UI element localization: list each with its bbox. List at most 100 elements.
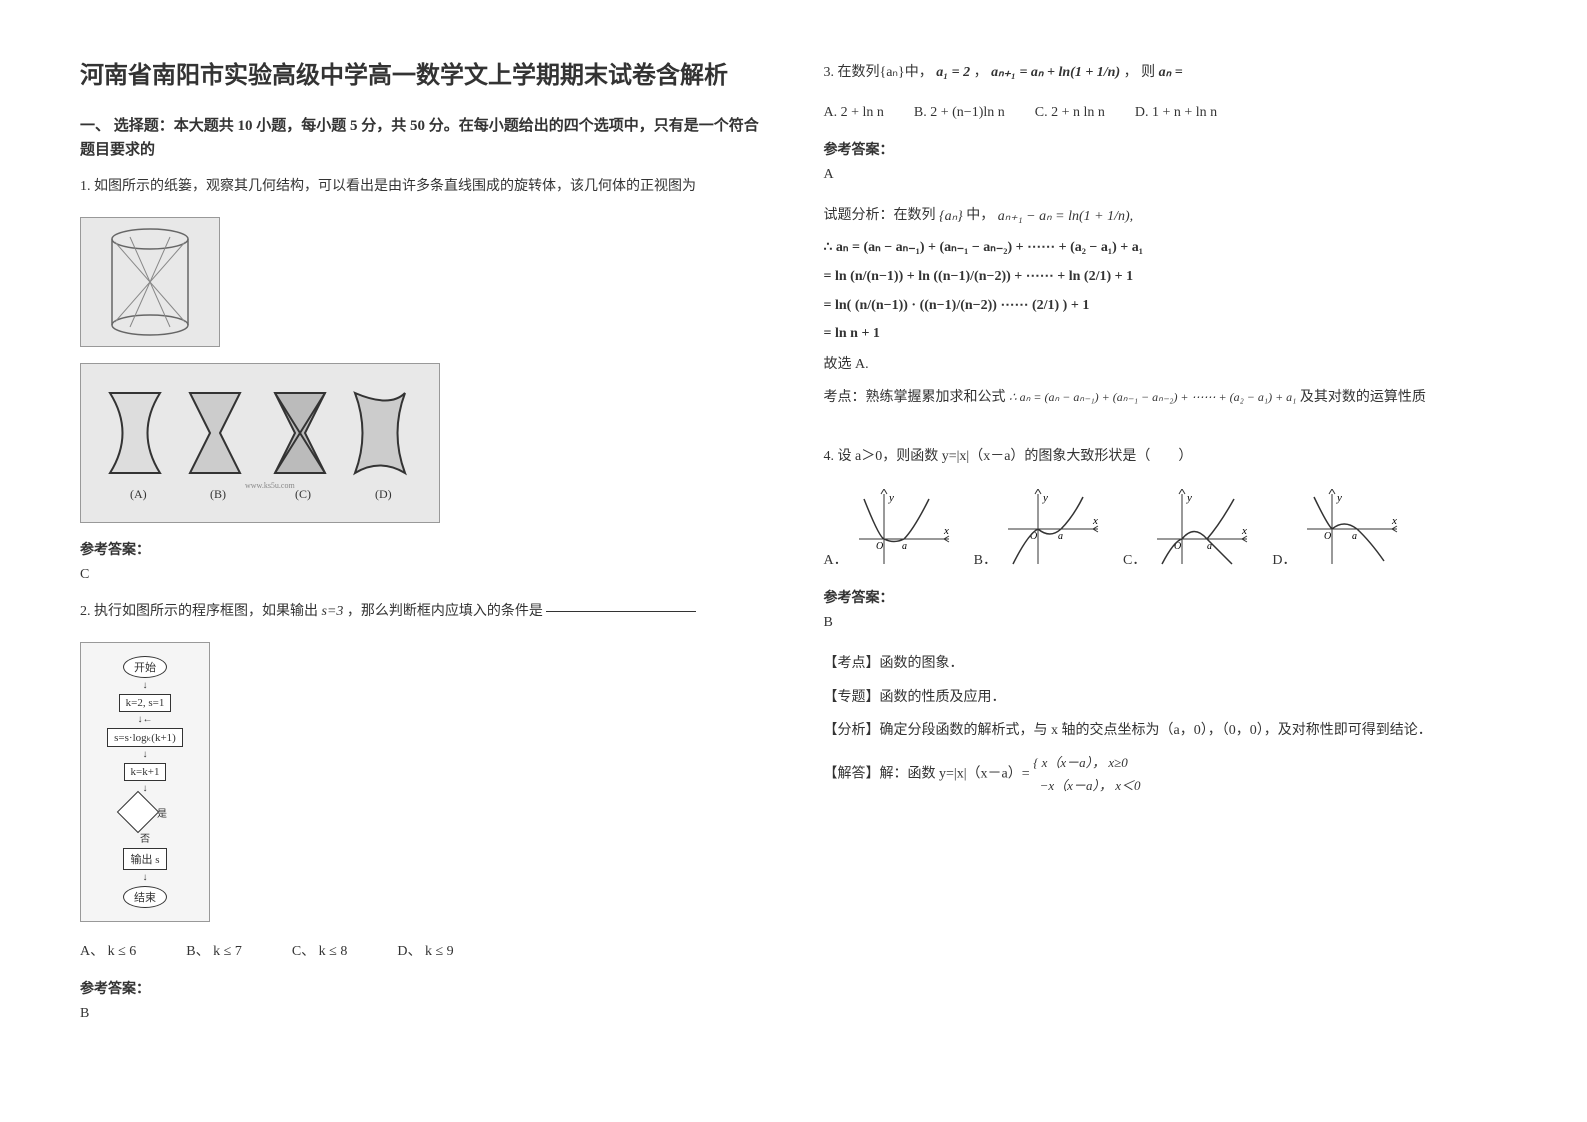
arrow-icon: ↓ [142, 750, 147, 760]
q2-formula: s=3 [322, 599, 344, 624]
q2-prefix: 2. 执行如图所示的程序框图，如果输出 [80, 604, 318, 619]
options-shapes-icon: (A) (B) www.ks5u.com (C) (D) [90, 373, 430, 513]
svg-text:O: O [1174, 541, 1181, 552]
svg-text:x: x [1241, 525, 1247, 537]
question-2: 2. 执行如图所示的程序框图，如果输出 s=3 ，那么判断框内应填入的条件是 [80, 599, 764, 624]
arrow-icon: ↓ [142, 873, 147, 883]
q4-graphs: A． y x O a B． y x O [824, 489, 1508, 569]
svg-text:y: y [1186, 492, 1192, 504]
opt-d: D、 k ≤ 9 [397, 940, 453, 960]
figure-q1-options: (A) (B) www.ks5u.com (C) (D) [80, 363, 440, 523]
svg-text:(A): (A) [130, 487, 147, 501]
right-column: 3. 在数列{aₙ}中， a₁ = 2 ， aₙ₊₁ = aₙ + ln(1 +… [824, 60, 1508, 1062]
svg-text:www.ks5u.com: www.ks5u.com [245, 481, 295, 490]
answer-label-2: 参考答案： [80, 978, 764, 998]
answer-3: A [824, 167, 1508, 183]
flow-start: 开始 [123, 656, 167, 678]
opt-b: B. 2 + (n−1)ln n [914, 105, 1005, 121]
answer-4: B [824, 615, 1508, 631]
answer-1: C [80, 567, 764, 583]
flow-no: 否 [140, 830, 150, 845]
analysis3-l1: 试题分析：在数列 {aₙ} 中， aₙ₊₁ − aₙ = ln(1 + 1/n)… [824, 203, 1508, 228]
section-header: 一、 选择题：本大题共 10 小题，每小题 5 分，共 50 分。在每小题给出的… [80, 114, 764, 162]
q3-prefix: 3. 在数列{aₙ}中， [824, 65, 933, 80]
q3-options: A. 2 + ln n B. 2 + (n−1)ln n C. 2 + n ln… [824, 105, 1508, 121]
q3-c1: ， [974, 65, 988, 80]
a3l1-mid: {aₙ} [939, 204, 963, 229]
figure-flowchart: 开始 ↓ k=2, s=1 ↓← s=s·logₖ(k+1) ↓ k=k+1 ↓… [80, 642, 210, 922]
a3l7-f: ∴ aₙ = (aₙ − aₙ₋₁) + (aₙ₋₁ − aₙ₋₂) + ⋯⋯ … [1009, 387, 1296, 409]
left-column: 河南省南阳市实验高级中学高一数学文上学期期末试卷含解析 一、 选择题：本大题共 … [80, 60, 764, 1062]
a3l1-prefix: 试题分析：在数列 [824, 208, 936, 223]
analysis3-l2: ∴ aₙ = (aₙ − aₙ₋₁) + (aₙ₋₁ − aₙ₋₂) + ⋯⋯ … [824, 239, 1508, 256]
a3l1-f: aₙ₊₁ − aₙ = ln(1 + 1/n), [998, 204, 1133, 229]
svg-text:y: y [1042, 492, 1048, 504]
question-4: 4. 设 a＞0，则函数 y=|x|（x－a）的图象大致形状是（ ） [824, 444, 1508, 469]
flow-box1: k=2, s=1 [119, 694, 172, 712]
a3l7-prefix: 考点：熟练掌握累加求和公式 [824, 390, 1006, 405]
analysis3-l4: = ln( (n/(n−1)) · ((n−1)/(n−2)) ⋯⋯ (2/1)… [824, 297, 1508, 314]
a3l7-suffix: 及其对数的运算性质 [1300, 390, 1426, 405]
svg-text:a: a [1352, 531, 1357, 542]
analysis4-l1: 【考点】函数的图象． [824, 651, 1508, 676]
analysis4-l3: 【分析】确定分段函数的解析式，与 x 轴的交点坐标为（a，0），（0，0），及对… [824, 718, 1508, 743]
graph-b: B． y x O a [974, 489, 1103, 569]
answer-2: B [80, 1006, 764, 1022]
svg-text:a: a [902, 541, 907, 552]
opt-c: C、 k ≤ 8 [292, 940, 348, 960]
analysis3-l6: 故选 A. [824, 352, 1508, 377]
svg-text:a: a [1058, 531, 1063, 542]
analysis4-l4: 【解答】解：函数 y=|x|（x－a）= { x（x－a）， x≥0 −x（x－… [824, 751, 1508, 798]
q2-suffix: ，那么判断框内应填入的条件是 [347, 604, 543, 619]
flow-output: 输出 s [123, 848, 166, 870]
flow-end: 结束 [123, 886, 167, 908]
svg-text:y: y [1336, 492, 1342, 504]
graph-d-icon: y x O a [1302, 489, 1402, 569]
svg-text:O: O [876, 541, 883, 552]
flow-decision [117, 791, 159, 833]
arrow-icon: ↓← [137, 715, 152, 725]
opt-a: A、 k ≤ 6 [80, 940, 136, 960]
opt-a: A. 2 + ln n [824, 105, 884, 121]
blank-line [546, 611, 696, 612]
svg-text:x: x [943, 525, 949, 537]
svg-text:y: y [888, 492, 894, 504]
q3-c2: ， 则 [1124, 65, 1156, 80]
label-b: B． [974, 549, 997, 569]
q3-f2: aₙ₊₁ = aₙ + ln(1 + 1/n) [991, 60, 1120, 85]
arrow-icon: ↓ [142, 784, 147, 794]
flowchart-content: 开始 ↓ k=2, s=1 ↓← s=s·logₖ(k+1) ↓ k=k+1 ↓… [97, 646, 193, 918]
opt-d: D. 1 + n + ln n [1135, 105, 1217, 121]
graph-a: A． y x O a [824, 489, 954, 569]
graph-c: C． y x O a [1123, 489, 1252, 569]
label-a: A． [824, 549, 848, 569]
flow-box2: s=s·logₖ(k+1) [107, 728, 183, 747]
a3l1-mid2: 中， [966, 208, 994, 223]
opt-b: B、 k ≤ 7 [186, 940, 242, 960]
arrow-icon: ↓ [142, 681, 147, 691]
analysis4-l2: 【专题】函数的性质及应用． [824, 685, 1508, 710]
graph-d: D． y x O a [1272, 489, 1402, 569]
basket-icon [100, 227, 200, 337]
a4l4-piece: { x（x－a）， x≥0 −x（x－a）， x＜0 [1033, 751, 1140, 798]
answer-label-4: 参考答案： [824, 587, 1508, 607]
q3-f1: a₁ = 2 [936, 60, 970, 85]
graph-c-icon: y x O a [1152, 489, 1252, 569]
answer-label-1: 参考答案： [80, 539, 764, 559]
svg-text:(C): (C) [295, 487, 311, 501]
graph-a-icon: y x O a [854, 489, 954, 569]
q2-options: A、 k ≤ 6 B、 k ≤ 7 C、 k ≤ 8 D、 k ≤ 9 [80, 940, 764, 960]
svg-text:x: x [1092, 515, 1098, 527]
page-title: 河南省南阳市实验高级中学高一数学文上学期期末试卷含解析 [80, 60, 764, 94]
label-d: D． [1272, 549, 1296, 569]
q3-f3: aₙ = [1159, 60, 1183, 85]
opt-c: C. 2 + n ln n [1035, 105, 1105, 121]
svg-text:(D): (D) [375, 487, 392, 501]
figure-q1-basket [80, 217, 220, 347]
label-c: C． [1123, 549, 1146, 569]
svg-text:(B): (B) [210, 487, 226, 501]
question-1: 1. 如图所示的纸篓，观察其几何结构，可以看出是由许多条直线围成的旋转体，该几何… [80, 174, 764, 199]
svg-text:O: O [1324, 531, 1331, 542]
svg-text:x: x [1391, 515, 1397, 527]
a4l4-prefix: 【解答】解：函数 y=|x|（x－a）= [824, 766, 1030, 781]
